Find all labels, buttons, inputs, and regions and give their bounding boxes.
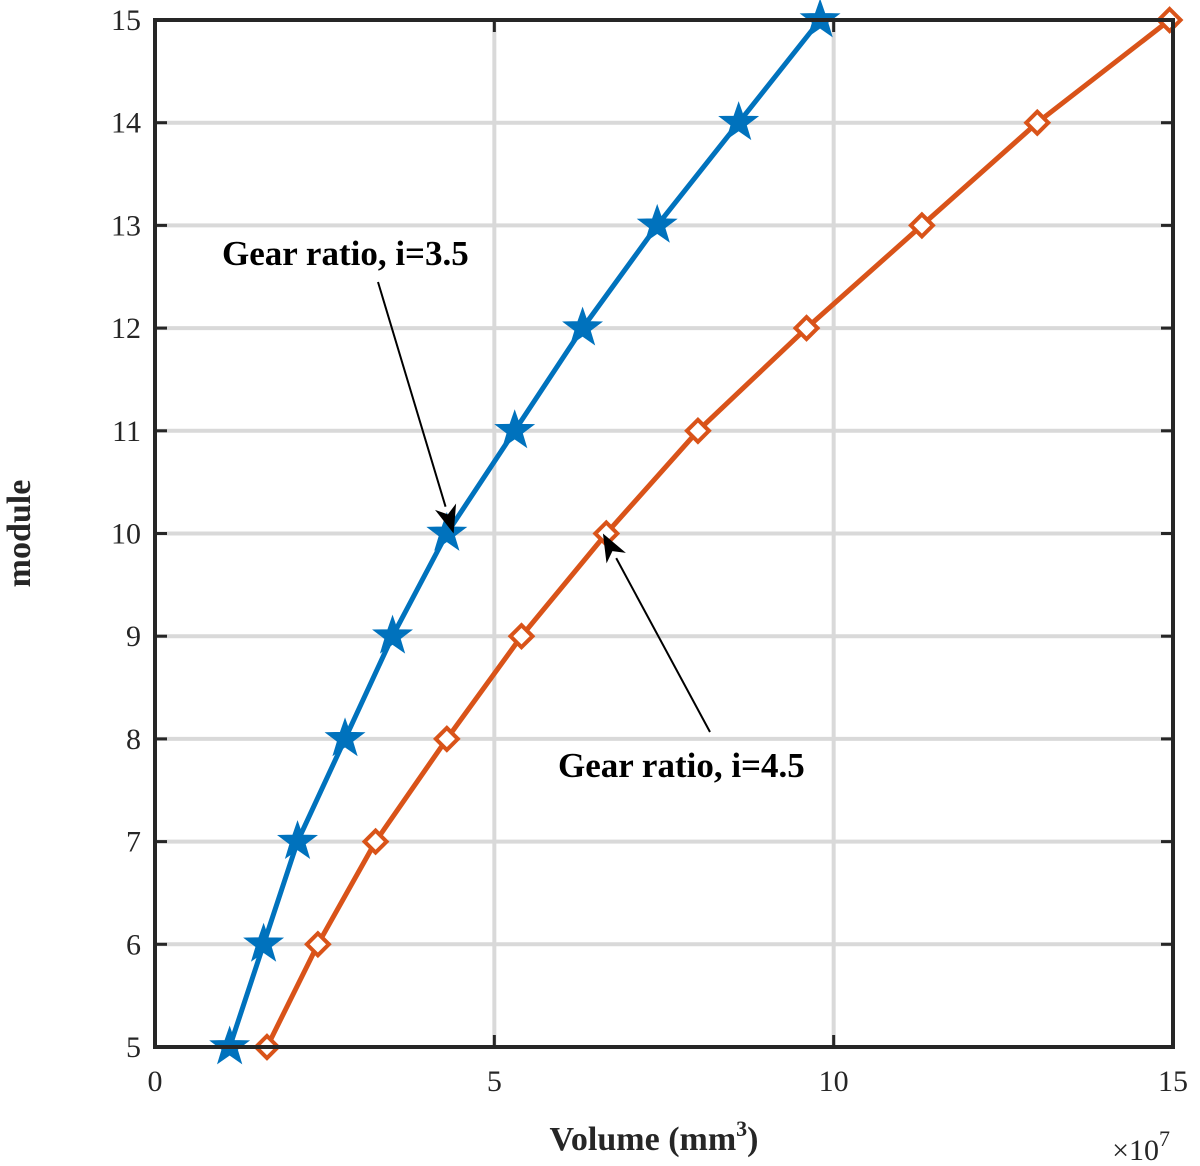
data-point-diamond [908,211,936,240]
data-point-diamond [1023,108,1052,137]
annotation-arrowhead [602,533,626,564]
x-axis-label-superscript: 3 [736,1116,747,1141]
annotations: Gear ratio, i=3.5 Gear ratio, i=4.5 [222,234,805,785]
annotation-arrow [615,557,711,733]
x-tick-label: 5 [487,1065,502,1098]
x-axis-exponent: ×107 [1112,1126,1170,1166]
data-point-star [494,409,536,449]
annotation-label: Gear ratio, i=4.5 [558,746,805,785]
x-tick-label: 10 [819,1065,849,1098]
data-point-star [243,922,285,962]
grid [155,20,1173,1047]
annotation-arrow [377,281,447,507]
y-tick-label: 10 [111,518,141,551]
data-point-star [562,306,604,346]
data-point-star [426,511,468,551]
y-tick-label: 11 [112,415,141,448]
y-tick-label: 15 [111,4,141,37]
data-point-diamond [507,622,536,651]
x-tick-label: 0 [148,1065,163,1098]
y-tick-label: 8 [126,723,141,756]
data-point-diamond [304,930,332,959]
data-point-diamond [432,725,461,753]
x-axis-label: Volume (mm3) [550,1116,759,1158]
axis-ticks [153,18,1175,1049]
y-tick-label: 6 [126,928,141,961]
data-point-diamond [361,827,390,856]
data-point-star [372,614,413,654]
data-point-diamond [792,314,821,342]
annotation-arrowhead [435,503,457,534]
data-point-diamond [684,416,712,445]
y-tick-label: 9 [126,620,141,653]
data-point-star [277,820,318,860]
y-axis-label: module [1,480,38,588]
x-tick-label: 15 [1158,1065,1188,1098]
data-point-star [718,101,760,141]
y-tick-label: 13 [111,209,141,242]
annotation-label: Gear ratio, i=3.5 [222,234,469,273]
data-point-star [324,717,366,757]
y-tick-label: 12 [111,312,141,345]
y-tick-label: 7 [126,826,141,859]
series-group [209,0,1184,1065]
y-tick-label: 14 [111,107,141,140]
data-point-star [636,203,678,243]
y-tick-label: 5 [126,1031,141,1064]
x-axis-exponent-power: 7 [1159,1126,1170,1151]
